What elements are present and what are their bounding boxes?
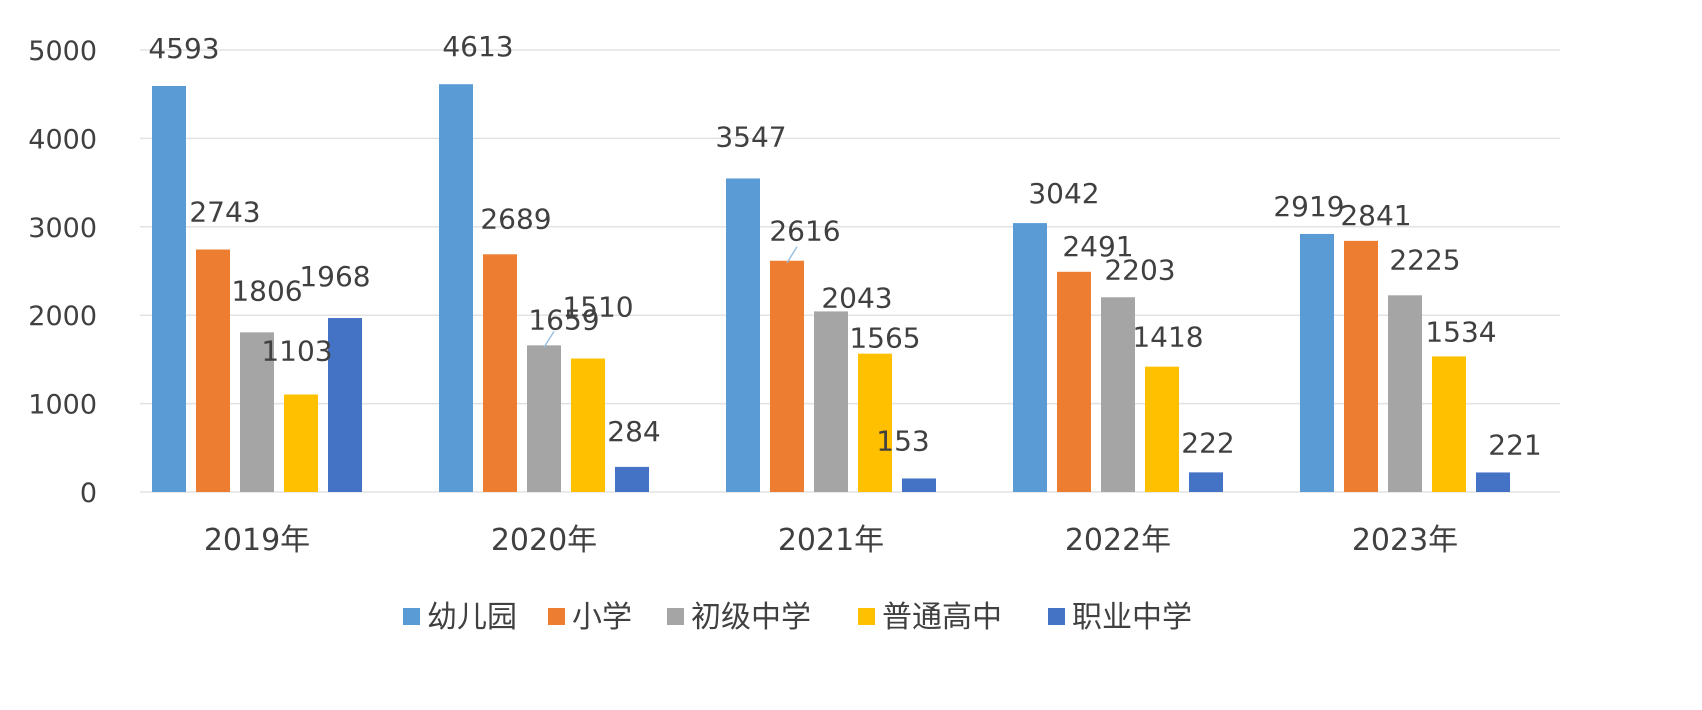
y-tick-label-1000: 1000 xyxy=(28,390,97,421)
bar-2020年-职业中学 xyxy=(615,466,649,492)
data-label-2020年-幼儿园: 4613 xyxy=(442,30,513,63)
data-label-2021年-幼儿园: 3547 xyxy=(715,120,786,153)
bar-2022年-职业中学 xyxy=(1189,472,1223,492)
data-label-2023年-普通高中: 1534 xyxy=(1425,315,1496,348)
data-label-2020年-小学: 2689 xyxy=(480,202,551,235)
bar-2020年-幼儿园 xyxy=(439,84,473,492)
data-label-2021年-普通高中: 1565 xyxy=(849,322,920,355)
legend-swatch-普通高中 xyxy=(858,608,875,625)
data-label-2023年-初级中学: 2225 xyxy=(1389,243,1460,276)
data-label-2020年-初级中学: 1659 xyxy=(528,303,599,336)
data-label-2023年-小学: 2841 xyxy=(1340,199,1411,232)
bar-2021年-幼儿园 xyxy=(726,178,760,493)
x-category-label-2019年: 2019年 xyxy=(204,523,310,558)
bar-2020年-小学 xyxy=(483,254,517,492)
data-label-2019年-初级中学: 1806 xyxy=(231,274,302,307)
x-category-label-2023年: 2023年 xyxy=(1352,523,1458,558)
bar-2020年-普通高中 xyxy=(571,358,605,492)
legend-swatch-职业中学 xyxy=(1048,608,1065,625)
data-label-2022年-幼儿园: 3042 xyxy=(1028,177,1099,210)
bar-2022年-普通高中 xyxy=(1145,366,1179,492)
data-label-2021年-职业中学: 153 xyxy=(876,424,929,457)
bar-2023年-幼儿园 xyxy=(1300,233,1334,493)
data-label-2023年-职业中学: 221 xyxy=(1488,428,1541,461)
data-label-2021年-小学: 2616 xyxy=(769,215,840,248)
legend-label-初级中学: 初级中学 xyxy=(691,600,811,635)
bar-2023年-职业中学 xyxy=(1476,472,1510,492)
bar-2022年-初级中学 xyxy=(1101,297,1135,492)
y-tick-label-2000: 2000 xyxy=(28,301,97,332)
bar-2021年-职业中学 xyxy=(902,478,936,492)
y-tick-label-3000: 3000 xyxy=(28,213,97,244)
bar-2020年-初级中学 xyxy=(527,345,561,492)
bar-2019年-小学 xyxy=(196,249,230,492)
legend-label-职业中学: 职业中学 xyxy=(1072,600,1192,635)
legend-swatch-初级中学 xyxy=(667,608,684,625)
data-label-2021年-初级中学: 2043 xyxy=(821,281,892,314)
data-label-2019年-幼儿园: 4593 xyxy=(148,32,219,65)
bar-2019年-普通高中 xyxy=(284,394,318,492)
x-category-label-2021年: 2021年 xyxy=(778,523,884,558)
data-label-2020年-普通高中: 1510 xyxy=(562,291,633,324)
data-label-2022年-小学: 2491 xyxy=(1062,230,1133,263)
bar-2023年-初级中学 xyxy=(1388,295,1422,492)
x-category-label-2020年: 2020年 xyxy=(491,523,597,558)
x-axis-category-labels: 2019年 2020年 2021年 2022年 2023年 xyxy=(204,523,1458,558)
legend-label-幼儿园: 幼儿园 xyxy=(427,600,517,635)
bar-2019年-幼儿园 xyxy=(152,85,186,493)
data-label-2022年-职业中学: 222 xyxy=(1181,426,1234,459)
bar-2019年-职业中学 xyxy=(328,318,362,492)
bar-2022年-幼儿园 xyxy=(1013,223,1047,492)
bar-2023年-普通高中 xyxy=(1432,356,1466,492)
legend: 幼儿园 小学 初级中学 普通高中 职业中学 xyxy=(403,600,1192,635)
bar-2022年-小学 xyxy=(1057,271,1091,492)
y-tick-label-5000: 5000 xyxy=(28,36,97,67)
legend-label-小学: 小学 xyxy=(572,600,632,635)
bar-2023年-小学 xyxy=(1344,240,1378,492)
bars xyxy=(152,84,1510,493)
data-label-2019年-职业中学: 1968 xyxy=(299,260,370,293)
data-label-2020年-职业中学: 284 xyxy=(607,415,660,448)
bar-2019年-初级中学 xyxy=(240,332,274,492)
y-axis-tick-labels: 0 1000 2000 3000 4000 5000 xyxy=(28,36,97,509)
leader-line-2 xyxy=(786,246,798,264)
data-label-2019年-小学: 2743 xyxy=(189,196,260,229)
leader-line-1 xyxy=(543,330,555,348)
bar-2021年-小学 xyxy=(770,260,804,492)
legend-label-普通高中: 普通高中 xyxy=(882,600,1002,635)
data-label-2023年-幼儿园: 2919 xyxy=(1273,190,1344,223)
data-label-2022年-普通高中: 1418 xyxy=(1132,321,1203,354)
data-label-2022年-初级中学: 2203 xyxy=(1104,253,1175,286)
y-tick-label-4000: 4000 xyxy=(28,124,97,155)
y-tick-label-0: 0 xyxy=(80,478,97,509)
data-label-2019年-普通高中: 1103 xyxy=(261,334,332,367)
bar-2021年-普通高中 xyxy=(858,353,892,492)
legend-swatch-幼儿园 xyxy=(403,608,420,625)
legend-swatch-小学 xyxy=(548,608,565,625)
x-category-label-2022年: 2022年 xyxy=(1065,523,1171,558)
bar-2021年-初级中学 xyxy=(814,311,848,492)
